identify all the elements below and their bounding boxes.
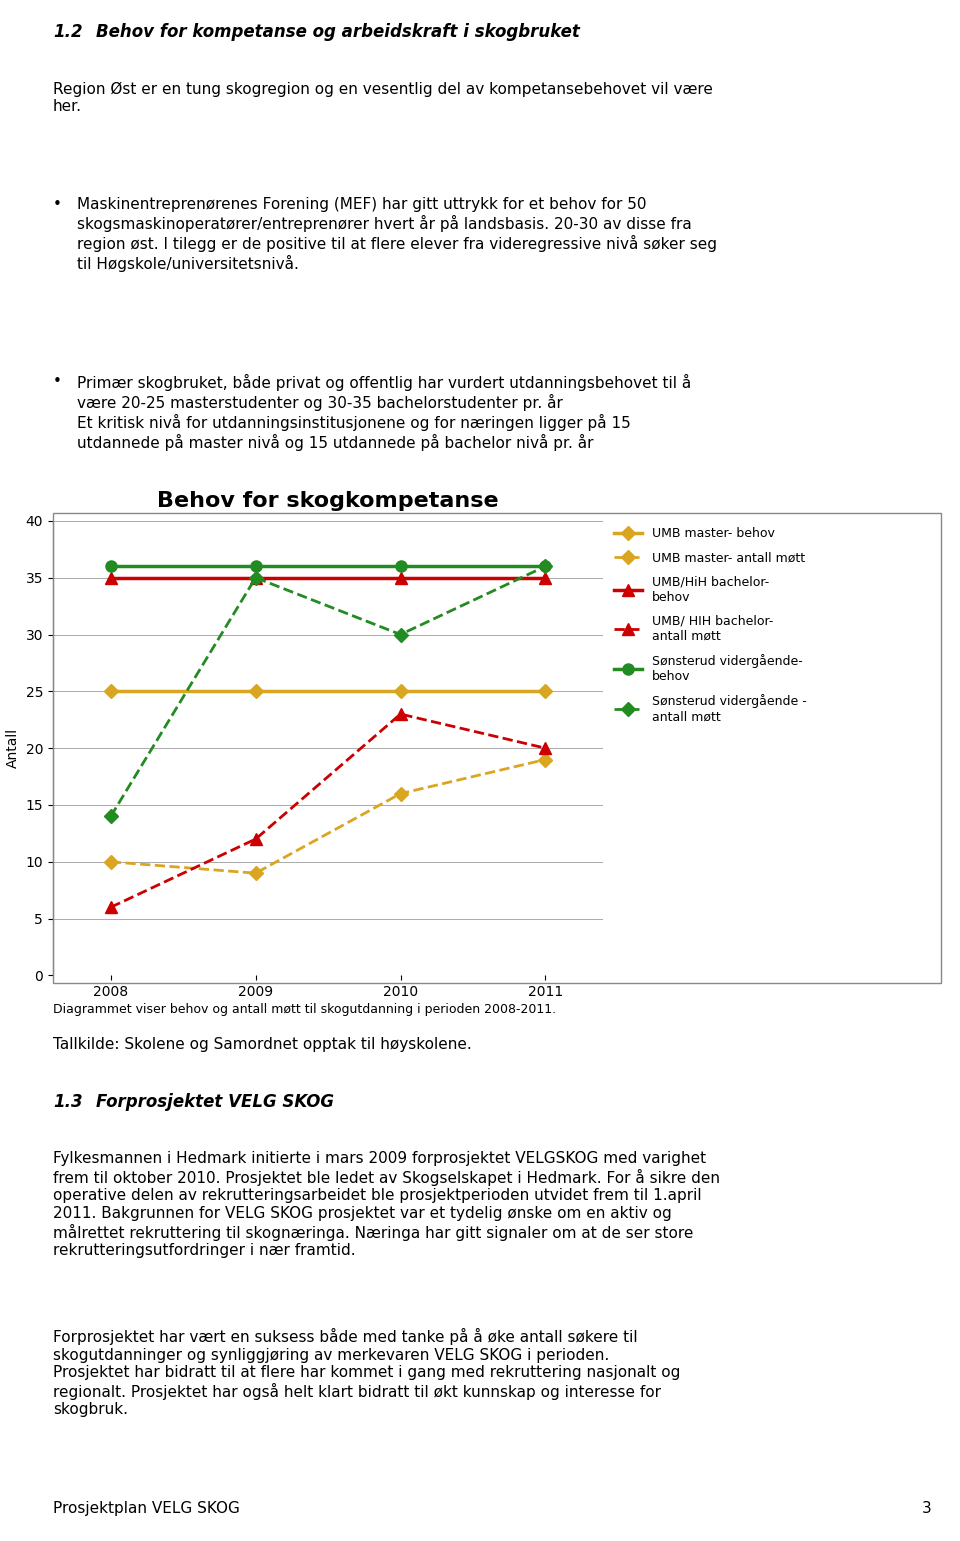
Text: Forprosjektet VELG SKOG: Forprosjektet VELG SKOG <box>96 1093 334 1111</box>
UMB/HiH bachelor-
behov <box>540 569 551 587</box>
Sønsterud vidergående-
behov <box>395 556 406 575</box>
Sønsterud vidergående-
behov <box>540 556 551 575</box>
Line: UMB master- antall møtt: UMB master- antall møtt <box>106 755 550 878</box>
Text: Region Øst er en tung skogregion og en vesentlig del av kompetansebehovet vil væ: Region Øst er en tung skogregion og en v… <box>53 82 712 114</box>
UMB/ HIH bachelor-
antall møtt <box>250 829 261 848</box>
Title: Behov for skogkompetanse: Behov for skogkompetanse <box>157 492 499 512</box>
Sønsterud vidergående -
antall møtt <box>105 807 116 826</box>
Text: •: • <box>53 374 61 390</box>
UMB master- behov <box>250 683 261 701</box>
UMB/HiH bachelor-
behov <box>395 569 406 587</box>
UMB master- antall møtt <box>105 852 116 871</box>
Y-axis label: Antall: Antall <box>6 727 20 769</box>
Legend: UMB master- behov, UMB master- antall møtt, UMB/HiH bachelor-
behov, UMB/ HIH ba: UMB master- behov, UMB master- antall mø… <box>614 527 806 723</box>
UMB master- antall møtt <box>395 784 406 803</box>
Text: Tallkilde: Skolene og Samordnet opptak til høyskolene.: Tallkilde: Skolene og Samordnet opptak t… <box>53 1037 471 1053</box>
Sønsterud vidergående -
antall møtt <box>250 569 261 587</box>
UMB/HiH bachelor-
behov <box>105 569 116 587</box>
Text: Fylkesmannen i Hedmark initierte i mars 2009 forprosjektet VELGSKOG med varighet: Fylkesmannen i Hedmark initierte i mars … <box>53 1151 720 1257</box>
Sønsterud vidergående -
antall møtt <box>540 556 551 575</box>
UMB master- antall møtt <box>540 750 551 769</box>
UMB master- antall møtt <box>250 865 261 883</box>
Line: UMB/ HIH bachelor-
antall møtt: UMB/ HIH bachelor- antall møtt <box>106 709 551 912</box>
Sønsterud vidergående-
behov <box>105 556 116 575</box>
Text: Diagrammet viser behov og antall møtt til skogutdanning i perioden 2008-2011.: Diagrammet viser behov og antall møtt ti… <box>53 1003 556 1016</box>
Text: Maskinentreprenørenes Forening (MEF) har gitt uttrykk for et behov for 50
skogsm: Maskinentreprenørenes Forening (MEF) har… <box>77 197 717 271</box>
Text: Forprosjektet har vært en suksess både med tanke på å øke antall søkere til
skog: Forprosjektet har vært en suksess både m… <box>53 1328 681 1418</box>
UMB master- behov <box>540 683 551 701</box>
Text: 3: 3 <box>922 1501 931 1516</box>
Text: Behov for kompetanse og arbeidskraft i skogbruket: Behov for kompetanse og arbeidskraft i s… <box>96 23 580 42</box>
UMB/ HIH bachelor-
antall møtt <box>105 898 116 917</box>
Text: •: • <box>53 197 61 213</box>
UMB/HiH bachelor-
behov <box>250 569 261 587</box>
Line: UMB/HiH bachelor-
behov: UMB/HiH bachelor- behov <box>106 572 551 582</box>
UMB master- behov <box>395 683 406 701</box>
Text: 1.2: 1.2 <box>53 23 83 42</box>
Line: Sønsterud vidergående -
antall møtt: Sønsterud vidergående - antall møtt <box>106 561 550 821</box>
UMB/ HIH bachelor-
antall møtt <box>395 704 406 723</box>
Text: Primær skogbruket, både privat og offentlig har vurdert utdanningsbehovet til å
: Primær skogbruket, både privat og offent… <box>77 374 691 452</box>
UMB/ HIH bachelor-
antall møtt <box>540 740 551 758</box>
Sønsterud vidergående-
behov <box>250 556 261 575</box>
Sønsterud vidergående -
antall møtt <box>395 626 406 644</box>
UMB master- behov <box>105 683 116 701</box>
Text: Prosjektplan VELG SKOG: Prosjektplan VELG SKOG <box>53 1501 240 1516</box>
Line: Sønsterud vidergående-
behov: Sønsterud vidergående- behov <box>106 561 551 572</box>
Text: 1.3: 1.3 <box>53 1093 83 1111</box>
Line: UMB master- behov: UMB master- behov <box>106 686 550 697</box>
